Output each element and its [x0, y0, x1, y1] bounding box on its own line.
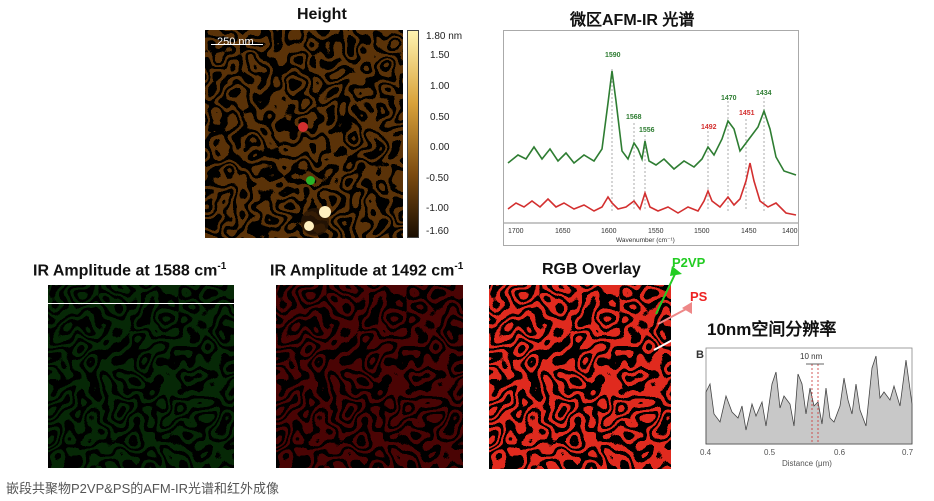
ir2-title-sup: -1	[454, 261, 464, 272]
x-tick: 1700	[508, 228, 524, 235]
ir-1492-image	[276, 285, 463, 468]
red-marker	[298, 122, 308, 132]
cbar-tick: 1.50	[430, 50, 450, 61]
line-cut	[48, 303, 234, 304]
peak-label: 1568	[626, 114, 642, 121]
x-tick: 1650	[555, 228, 571, 235]
profile-x-tick: 0.6	[834, 448, 846, 457]
x-tick: 1500	[694, 228, 710, 235]
profile-annotation: 10 nm	[800, 352, 823, 361]
spectrum-title: 微区AFM-IR 光谱	[570, 12, 695, 29]
red-spectrum	[507, 162, 797, 216]
cbar-tick: -0.50	[426, 173, 449, 184]
cbar-tick: -1.60	[426, 226, 449, 237]
peak-label: 1492	[701, 124, 717, 131]
profile-plot: B 10 nm 0.4 0.5 0.6 0.7 Distance (μm)	[694, 344, 914, 472]
cbar-tick: 0.50	[430, 112, 450, 123]
spectrum-xlabel: Wavenumber (cm⁻¹)	[616, 237, 675, 244]
green-marker	[306, 176, 315, 185]
p2vp-label: P2VP	[672, 255, 706, 270]
height-title: Height	[297, 6, 347, 23]
figure-caption: 嵌段共聚物P2VP&PS的AFM-IR光谱和红外成像	[6, 481, 280, 496]
scale-bar-label: 250 nm	[217, 36, 254, 48]
cbar-tick: 1.80 nm	[426, 31, 463, 42]
peak-label: 1470	[721, 95, 737, 102]
peak-label: 1590	[605, 52, 621, 59]
green-spectrum	[507, 70, 797, 176]
ir2-title: IR Amplitude at 1492 cm-1	[270, 261, 463, 280]
colorbar	[407, 30, 419, 238]
ir1-title-text: IR Amplitude at 1588 cm	[33, 262, 218, 280]
x-tick: 1550	[648, 228, 664, 235]
x-tick: 1600	[601, 228, 617, 235]
profile-xlabel: Distance (μm)	[782, 459, 832, 468]
peak-label: 1451	[739, 110, 755, 117]
resolution-label: 10nm空间分辨率	[707, 320, 837, 339]
cbar-tick: 0.00	[430, 142, 450, 153]
spectrum-chart: 1590 1568 1556 1492 1470 1451 1434 1700 …	[503, 30, 799, 246]
overlay-title: RGB Overlay	[542, 261, 641, 278]
profile-x-tick: 0.4	[700, 448, 712, 457]
peak-label: 1556	[639, 127, 655, 134]
x-tick: 1450	[741, 228, 757, 235]
profile-letter: B	[696, 349, 704, 361]
ir1-title-sup: -1	[217, 261, 227, 272]
ir2-title-text: IR Amplitude at 1492 cm	[270, 262, 455, 280]
spectrum-plot: 1590 1568 1556 1492 1470 1451 1434 1700 …	[504, 52, 798, 244]
arrows	[653, 266, 703, 351]
ir1-title: IR Amplitude at 1588 cm-1	[33, 261, 226, 280]
cbar-tick: 1.00	[430, 81, 450, 92]
cbar-tick: -1.00	[426, 203, 449, 214]
height-image: 250 nm	[205, 30, 403, 238]
profile-x-tick: 0.5	[764, 448, 776, 457]
peak-label: 1434	[756, 90, 772, 97]
colorbar-ticks: 1.80 nm 1.50 1.00 0.50 0.00 -0.50 -1.00 …	[426, 31, 486, 237]
rgb-overlay-image	[489, 285, 671, 469]
ps-label: PS	[690, 289, 708, 304]
ir-1588-image	[48, 285, 234, 468]
scale-bar	[211, 44, 263, 45]
profile-x-tick: 0.7	[902, 448, 914, 457]
x-tick: 1400	[782, 228, 798, 235]
